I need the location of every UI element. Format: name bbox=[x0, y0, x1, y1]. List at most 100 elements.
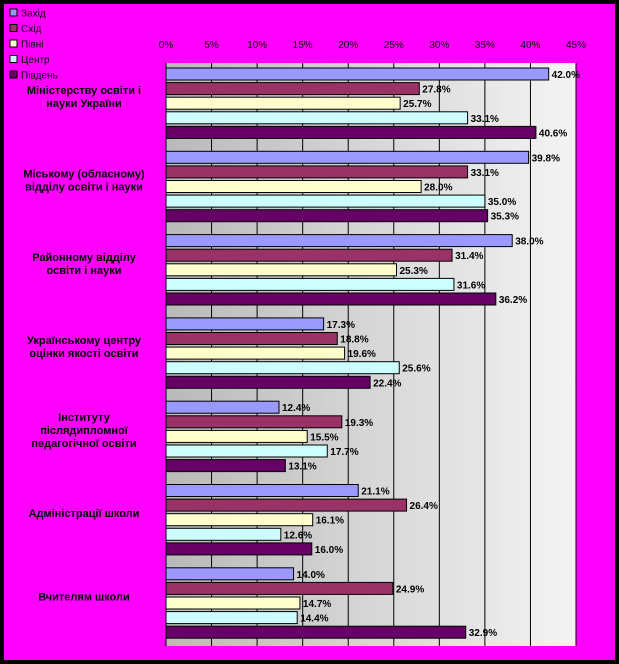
category-label-line: Районному відділу bbox=[32, 252, 137, 264]
data-labels: 42.0% 27.8% 25.7% 33.1% 40.6% 39.8% 33.1% 28.0%… bbox=[282, 70, 580, 639]
bar bbox=[165, 625, 467, 639]
x-tick-label: 45% bbox=[566, 40, 586, 51]
category-label: Українському центру оцінки якості освіти bbox=[27, 335, 142, 360]
bar bbox=[165, 332, 338, 345]
bar bbox=[165, 277, 455, 291]
data-label: 42.0% bbox=[552, 70, 580, 81]
category-label-line: оцінки якості освіти bbox=[29, 348, 138, 360]
chart-area: 0% 5% 10% 15% 20% 25% 30% 35% 40% 45% 42.0% 27.8% 2… bbox=[4, 4, 615, 660]
x-tick-label: 5% bbox=[204, 40, 219, 51]
bar bbox=[165, 498, 408, 512]
category-label: Районному відділу освіти і науки bbox=[32, 252, 137, 277]
bar bbox=[165, 263, 398, 277]
legend-swatch bbox=[9, 24, 18, 32]
data-label: 35.3% bbox=[491, 212, 519, 223]
x-tick-label: 35% bbox=[475, 40, 495, 51]
category-labels: Міністерству освіти і науки України Місько… bbox=[23, 85, 145, 603]
category-label-line: Міністерству освіти і bbox=[27, 85, 141, 97]
data-label: 36.2% bbox=[499, 295, 527, 306]
bar bbox=[165, 400, 280, 414]
data-label: 33.1% bbox=[471, 168, 499, 179]
bar bbox=[165, 180, 422, 193]
data-label: 17.3% bbox=[327, 320, 355, 331]
category-label-line: Українському центру bbox=[27, 335, 142, 347]
bar bbox=[165, 82, 420, 96]
bar bbox=[165, 415, 343, 429]
data-label: 32.9% bbox=[469, 628, 497, 639]
category-label-line: науки України bbox=[46, 98, 121, 110]
data-label: 18.8% bbox=[340, 335, 368, 346]
category-label-line: відділу освіти і науки bbox=[25, 181, 143, 193]
data-label: 19.3% bbox=[345, 418, 373, 429]
data-label: 28.0% bbox=[424, 183, 452, 194]
bar bbox=[165, 361, 400, 375]
bar bbox=[165, 292, 497, 306]
category-label: Міському (обласному) відділу освіти і нау… bbox=[23, 168, 145, 193]
bar bbox=[165, 581, 394, 595]
data-label: 33.1% bbox=[471, 114, 499, 125]
data-label: 14.7% bbox=[303, 599, 331, 610]
data-label: 16.0% bbox=[315, 545, 343, 556]
bar bbox=[165, 67, 550, 81]
legend: Захід Схід Півні Центр Південь bbox=[9, 8, 58, 82]
data-label: 38.0% bbox=[515, 237, 543, 248]
data-label: 40.6% bbox=[539, 128, 567, 139]
data-label: 35.0% bbox=[488, 197, 516, 208]
bar bbox=[165, 194, 486, 208]
data-label: 21.1% bbox=[361, 487, 389, 498]
data-label: 25.6% bbox=[402, 364, 430, 375]
data-label: 16.1% bbox=[316, 516, 344, 527]
category-label: Вчителям школи bbox=[38, 591, 130, 603]
data-label: 24.9% bbox=[396, 584, 424, 595]
bar bbox=[165, 248, 453, 262]
bar bbox=[165, 429, 308, 443]
bar bbox=[165, 459, 286, 473]
data-label: 14.0% bbox=[297, 570, 325, 581]
category-label: Інституту післядипломної педагогічної осві… bbox=[31, 412, 136, 450]
data-label: 14.4% bbox=[300, 614, 328, 625]
data-label: 26.4% bbox=[410, 501, 438, 512]
data-label: 31.4% bbox=[455, 251, 483, 262]
category-label-line: освіти і науки bbox=[47, 265, 122, 277]
category-label-line: Міському (обласному) bbox=[23, 168, 145, 180]
data-label: 13.1% bbox=[288, 462, 316, 473]
bar bbox=[165, 96, 401, 110]
bar bbox=[165, 542, 313, 556]
data-label: 25.3% bbox=[400, 266, 428, 277]
x-tick-label: 20% bbox=[338, 40, 358, 51]
category-label: Міністерству освіти і науки України bbox=[27, 85, 141, 110]
x-tick-label: 0% bbox=[159, 40, 174, 51]
data-label: 17.7% bbox=[330, 447, 358, 458]
bar bbox=[165, 209, 489, 223]
legend-swatch bbox=[9, 8, 18, 17]
bar bbox=[165, 234, 513, 248]
x-tick-label: 10% bbox=[247, 40, 267, 51]
bar bbox=[165, 527, 282, 541]
legend-label: Півні bbox=[21, 40, 43, 51]
data-label: 15.5% bbox=[310, 432, 338, 443]
data-label: 31.6% bbox=[457, 280, 485, 291]
bar bbox=[165, 513, 314, 527]
category-label-line: педагогічної освіти bbox=[31, 438, 136, 450]
legend-swatch bbox=[9, 39, 18, 48]
bar bbox=[165, 375, 371, 389]
bar-chart: 0% 5% 10% 15% 20% 25% 30% 35% 40% 45% 42.0% 27.8% 2… bbox=[9, 8, 586, 647]
x-tick-label: 25% bbox=[384, 40, 404, 51]
bar bbox=[165, 111, 469, 125]
x-tick-label: 15% bbox=[293, 40, 313, 51]
data-label: 27.8% bbox=[422, 85, 450, 96]
legend-label: Центр bbox=[21, 55, 50, 66]
data-label: 22.4% bbox=[373, 378, 401, 389]
legend-swatch bbox=[9, 55, 18, 63]
category-label-line: Інституту bbox=[58, 412, 111, 424]
data-label: 12.4% bbox=[282, 403, 310, 414]
bar bbox=[165, 165, 469, 179]
bar bbox=[165, 444, 328, 458]
data-label: 19.6% bbox=[348, 349, 376, 360]
bar bbox=[165, 596, 301, 610]
data-label: 12.6% bbox=[284, 530, 312, 541]
data-label: 39.8% bbox=[532, 153, 560, 164]
legend-swatch bbox=[9, 70, 18, 79]
bar bbox=[165, 611, 298, 625]
x-tick-label: 30% bbox=[429, 40, 449, 51]
